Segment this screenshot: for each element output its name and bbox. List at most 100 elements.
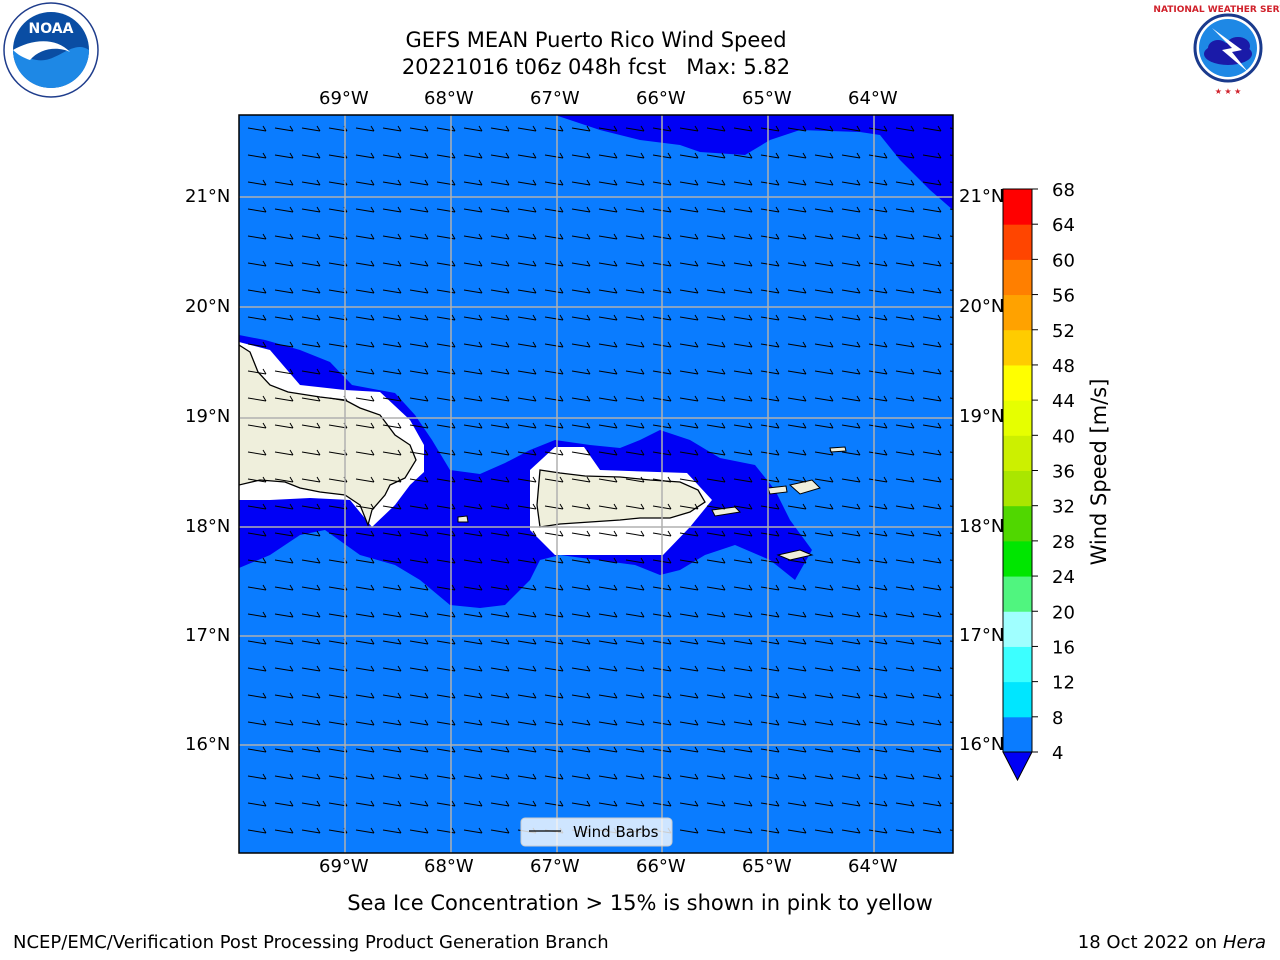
wind-barb [895, 611, 915, 618]
wind-barb [868, 530, 888, 537]
wind-barb [625, 125, 645, 132]
wind-barb [895, 260, 915, 267]
wind-barb [895, 827, 915, 834]
wind-barb [922, 152, 942, 159]
nws-logo-text: NATIONAL WEATHER SERVICE [1153, 5, 1280, 15]
lat-label-left: 18°N [185, 516, 231, 537]
wind-barb [409, 503, 429, 510]
wind-barb [706, 422, 726, 429]
wind-barb [922, 503, 942, 510]
wind-barb [787, 665, 807, 672]
wind-barb [760, 368, 780, 375]
wind-barb [301, 449, 321, 456]
wind-barb [895, 773, 915, 780]
wind-barb [382, 125, 402, 132]
wind-barb [382, 773, 402, 780]
lat-label-right: 21°N [959, 186, 1005, 207]
wind-barb [544, 395, 564, 402]
wind-barb [463, 368, 483, 375]
wind-barb [301, 665, 321, 672]
wind-barb [679, 179, 699, 186]
wind-barb [625, 773, 645, 780]
wind-barb [841, 584, 861, 591]
wind-barb [787, 179, 807, 186]
colorbar-segment [1003, 294, 1032, 331]
colorbar-tick-label: 8 [1052, 708, 1063, 729]
wind-barb [463, 152, 483, 159]
wind-barb [463, 638, 483, 645]
wind-barb [868, 152, 888, 159]
wind-barb [301, 314, 321, 321]
wind-barb [436, 584, 456, 591]
wind-barb [382, 314, 402, 321]
wind-barb [814, 584, 834, 591]
colorbar-segment [1003, 329, 1032, 366]
wind-barb [544, 611, 564, 618]
wind-barb [517, 719, 537, 726]
wind-barb [814, 260, 834, 267]
wind-barb [463, 557, 483, 564]
wind-barb [247, 152, 267, 159]
wind-barb [490, 152, 510, 159]
colorbar-tick-label: 56 [1052, 286, 1075, 307]
wind-barb [463, 206, 483, 213]
wind-barb [463, 395, 483, 402]
wind-barb [706, 746, 726, 753]
wind-barb [355, 287, 375, 294]
island-mona [457, 515, 469, 523]
wind-barb [571, 476, 591, 483]
wind-barb [814, 827, 834, 834]
map-frame [238, 114, 954, 854]
wind-barb [787, 125, 807, 132]
wind-barb [733, 314, 753, 321]
wind-barb [922, 719, 942, 726]
wind-barb [598, 206, 618, 213]
wind-barb [490, 665, 510, 672]
wind-barb [382, 665, 402, 672]
wind-barb [382, 206, 402, 213]
colorbar-segment [1003, 470, 1032, 507]
colorbar-tick-label: 68 [1052, 180, 1075, 201]
wind-barb [625, 719, 645, 726]
wind-barb [733, 476, 753, 483]
wind-barb [490, 287, 510, 294]
wind-barb [841, 800, 861, 807]
wind-barb [787, 395, 807, 402]
wind-barb [544, 800, 564, 807]
wind-barb [409, 260, 429, 267]
wind-barb [355, 746, 375, 753]
wind-barb [598, 611, 618, 618]
wind-barb [598, 773, 618, 780]
wind-barb [463, 827, 483, 834]
wind-barb [760, 692, 780, 699]
wind-barb [679, 584, 699, 591]
wind-barb [571, 638, 591, 645]
wind-barb [760, 746, 780, 753]
wind-barb [409, 449, 429, 456]
wind-barb [247, 206, 267, 213]
wind-barb [409, 611, 429, 618]
wind-barb [355, 341, 375, 348]
wind-barb [382, 530, 402, 537]
wind-barb [274, 449, 294, 456]
wind-barb [895, 314, 915, 321]
wind-barb [706, 557, 726, 564]
wind-barb [625, 395, 645, 402]
wind-barb [409, 827, 429, 834]
wind-barb [787, 314, 807, 321]
wind-barb [571, 422, 591, 429]
wind-barb [706, 719, 726, 726]
wind-barb [571, 557, 591, 564]
wind-barb [706, 692, 726, 699]
wind-barb [706, 260, 726, 267]
wind-barb [544, 584, 564, 591]
wind-barb [247, 233, 267, 240]
wind-barb [274, 638, 294, 645]
wind-barb [247, 395, 267, 402]
wind-barb [274, 530, 294, 537]
wind-barb [814, 665, 834, 672]
wind-barb [814, 611, 834, 618]
lat-label-left: 20°N [185, 296, 231, 317]
wind-barb [787, 827, 807, 834]
wind-barb [355, 125, 375, 132]
